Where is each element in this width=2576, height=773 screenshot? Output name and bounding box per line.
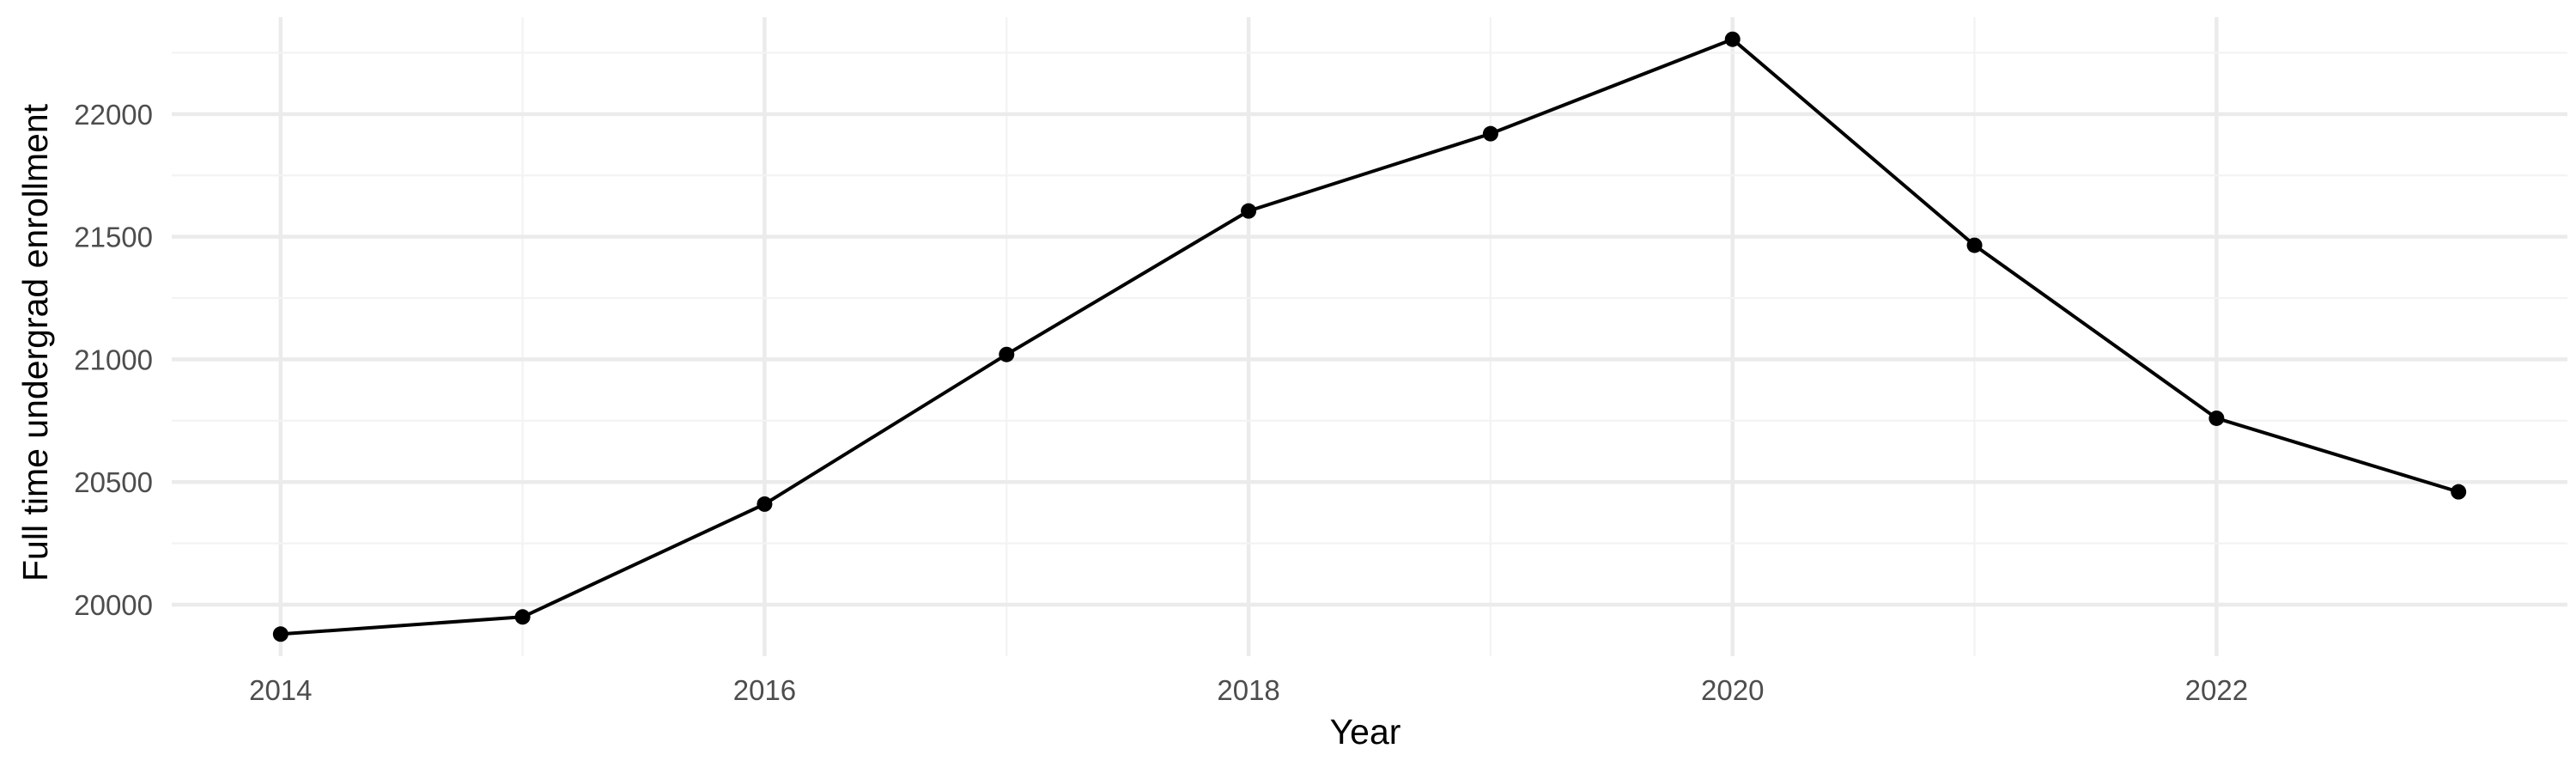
data-point [514,609,531,625]
x-tick-label: 2020 [1701,674,1764,706]
data-point [1241,203,1257,219]
data-point [2208,410,2225,426]
series-layer [278,37,2461,636]
x-tick-label: 2014 [249,674,312,706]
data-point [756,496,773,512]
grid-layer [172,17,2567,656]
x-tick-label: 2018 [1217,674,1279,706]
y-tick-label: 21500 [74,222,153,253]
series-line [278,37,2461,636]
x-tick-label: 2016 [733,674,796,706]
data-point [1482,125,1498,142]
x-tick-label: 2022 [2185,674,2248,706]
data-point [272,626,289,642]
data-point [2451,484,2467,500]
data-point [999,346,1015,362]
y-axis-title: Full time undergrad enrollment [15,103,55,581]
y-tick-label: 22000 [74,99,153,131]
y-tick-label: 20500 [74,466,153,498]
x-tick-labels: 2014 2016 2018 2020 2022 [249,674,2248,706]
y-tick-label: 21000 [74,344,153,375]
data-point [1966,237,1983,253]
y-tick-label: 20000 [74,589,153,621]
y-tick-labels: 20000 20500 21000 21500 22000 [74,99,153,621]
points-layer [272,31,2467,642]
data-point [1724,31,1741,47]
x-axis-title: Year [1330,712,1401,752]
